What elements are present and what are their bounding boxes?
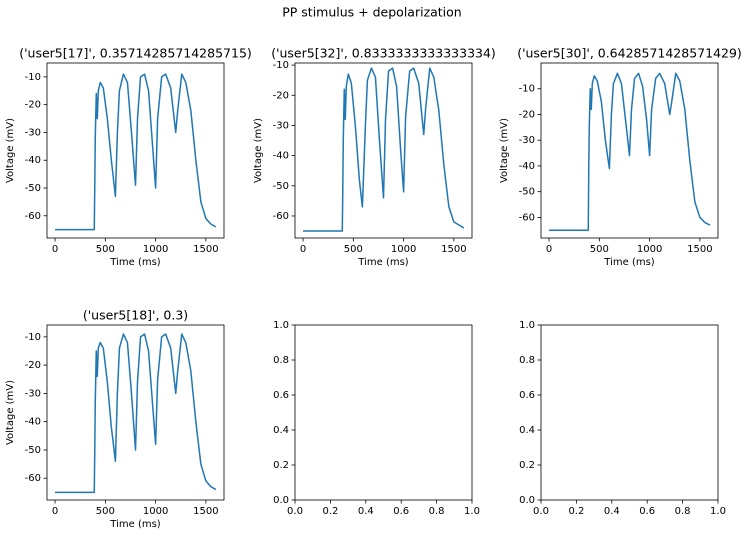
figure-title: PP stimulus + depolarization bbox=[282, 5, 461, 20]
x-tick-label: 0.8 bbox=[675, 506, 691, 517]
y-tick-label: -10 bbox=[519, 84, 535, 95]
y-tick-label: 1.0 bbox=[273, 320, 289, 331]
y-tick-label: -20 bbox=[25, 360, 41, 371]
y-tick-label: 0.4 bbox=[273, 425, 289, 436]
axes-frame bbox=[46, 324, 225, 501]
y-axis-label: Voltage (mV) bbox=[5, 118, 16, 183]
x-axis-label: Time (ms) bbox=[109, 257, 161, 268]
x-axis-label: Time (ms) bbox=[603, 257, 655, 268]
x-tick-label: 0.0 bbox=[533, 506, 549, 517]
x-tick-label: 1500 bbox=[193, 506, 218, 517]
y-axis-label: Voltage (mV) bbox=[5, 380, 16, 445]
data-line bbox=[303, 67, 465, 232]
y-tick-label: -40 bbox=[25, 155, 41, 166]
y-tick-label: -20 bbox=[519, 109, 535, 120]
y-tick-label: -30 bbox=[25, 127, 41, 138]
x-tick-label: 1000 bbox=[143, 506, 168, 517]
y-tick-label: -50 bbox=[25, 445, 41, 456]
x-tick-label: 0 bbox=[52, 506, 58, 517]
x-tick-label: 0 bbox=[300, 244, 306, 255]
x-tick-label: 0.2 bbox=[568, 506, 584, 517]
x-tick-label: 1500 bbox=[193, 244, 218, 255]
x-tick-label: 1000 bbox=[391, 244, 416, 255]
x-tick-label: 1.0 bbox=[464, 506, 480, 517]
y-tick-label: -50 bbox=[25, 183, 41, 194]
y-tick-label: -10 bbox=[25, 72, 41, 83]
x-tick-label: 0.4 bbox=[358, 506, 374, 517]
x-tick-label: 500 bbox=[96, 506, 115, 517]
x-tick-label: 0 bbox=[546, 244, 552, 255]
x-axis-label: Time (ms) bbox=[357, 257, 409, 268]
y-tick-label: 0.6 bbox=[273, 390, 289, 401]
y-tick-label: -30 bbox=[25, 388, 41, 399]
y-tick-label: -10 bbox=[273, 60, 289, 71]
x-tick-label: 0 bbox=[52, 244, 58, 255]
y-tick-label: 0.8 bbox=[273, 355, 289, 366]
x-tick-label: 0.0 bbox=[287, 506, 303, 517]
y-tick-label: 0.8 bbox=[519, 355, 535, 366]
y-tick-label: 0.0 bbox=[519, 495, 535, 506]
x-tick-label: 500 bbox=[590, 244, 609, 255]
x-tick-label: 1500 bbox=[441, 244, 466, 255]
x-tick-label: 0.4 bbox=[604, 506, 620, 517]
y-tick-label: -60 bbox=[25, 473, 41, 484]
y-tick-label: -20 bbox=[25, 100, 41, 111]
x-tick-label: 500 bbox=[96, 244, 115, 255]
y-tick-label: -40 bbox=[25, 417, 41, 428]
y-tick-label: 1.0 bbox=[519, 320, 535, 331]
x-tick-label: 0.6 bbox=[393, 506, 409, 517]
y-tick-label: -50 bbox=[519, 187, 535, 198]
x-tick-label: 1500 bbox=[687, 244, 712, 255]
y-tick-label: -50 bbox=[273, 181, 289, 192]
axes-title: ('user5[30]', 0.6428571428571429) bbox=[517, 46, 742, 61]
y-axis-label: Voltage (mV) bbox=[253, 118, 264, 183]
y-tick-label: -10 bbox=[25, 332, 41, 343]
data-line bbox=[55, 73, 217, 231]
y-axis-label: Voltage (mV) bbox=[499, 118, 510, 183]
x-tick-label: 1.0 bbox=[710, 506, 726, 517]
x-axis-label: Time (ms) bbox=[109, 519, 161, 530]
y-tick-label: -20 bbox=[273, 90, 289, 101]
data-line bbox=[55, 333, 217, 494]
x-tick-label: 0.8 bbox=[429, 506, 445, 517]
y-tick-label: -60 bbox=[25, 211, 41, 222]
y-tick-label: 0.2 bbox=[273, 460, 289, 471]
y-tick-label: 0.2 bbox=[519, 460, 535, 471]
y-tick-label: -60 bbox=[273, 211, 289, 222]
x-tick-label: 1000 bbox=[637, 244, 662, 255]
y-tick-label: -30 bbox=[273, 120, 289, 131]
x-tick-label: 0.2 bbox=[322, 506, 338, 517]
y-tick-label: 0.4 bbox=[519, 425, 535, 436]
y-tick-label: -60 bbox=[519, 212, 535, 223]
x-tick-label: 0.6 bbox=[639, 506, 655, 517]
axes-title: ('user5[17]', 0.35714285714285715) bbox=[19, 46, 252, 61]
axes-frame bbox=[540, 62, 719, 239]
axes-frame bbox=[294, 324, 473, 501]
y-tick-label: -40 bbox=[519, 161, 535, 172]
y-tick-label: 0.6 bbox=[519, 390, 535, 401]
y-tick-label: 0.0 bbox=[273, 495, 289, 506]
axes-frame bbox=[294, 62, 473, 239]
axes-title: ('user5[18]', 0.3) bbox=[83, 308, 188, 323]
y-tick-label: -30 bbox=[519, 135, 535, 146]
y-tick-label: -40 bbox=[273, 151, 289, 162]
axes-frame bbox=[46, 62, 225, 239]
axes-title: ('user5[32]', 0.8333333333333334) bbox=[271, 46, 496, 61]
x-tick-label: 500 bbox=[344, 244, 363, 255]
x-tick-label: 1000 bbox=[143, 244, 168, 255]
axes-frame bbox=[540, 324, 719, 501]
data-line bbox=[549, 72, 711, 232]
